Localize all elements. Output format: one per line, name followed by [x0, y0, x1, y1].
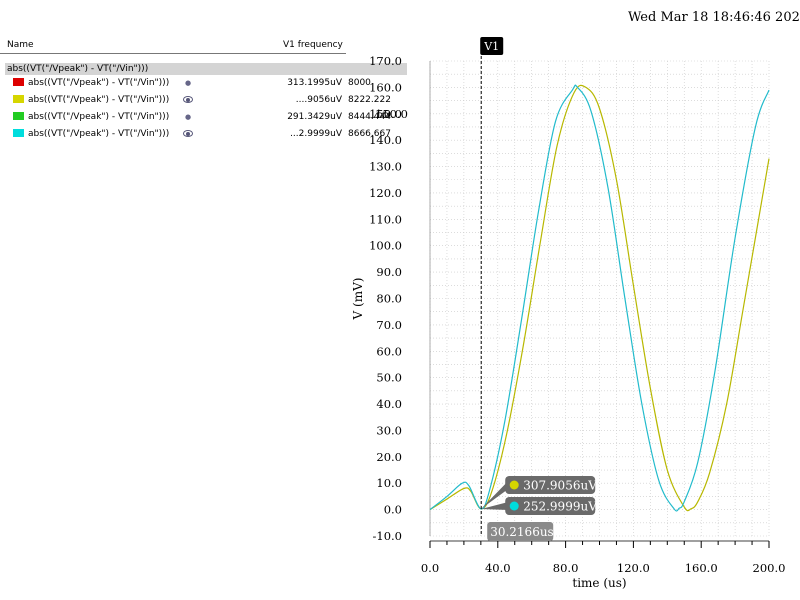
y-tick-label: 150.0 [369, 107, 402, 121]
cursor-x-readout: 30.2166us [490, 525, 554, 539]
cursor-tag-label: V1 [483, 40, 499, 53]
dot-icon[interactable]: ● [184, 113, 192, 121]
legend-row-frequency: 8222.222 [348, 95, 391, 105]
y-tick-label: 40.0 [376, 397, 402, 411]
legend-row-label: abs((VT("/Vpeak") - VT("/Vin"))) [28, 129, 170, 139]
eye-icon[interactable] [182, 127, 194, 141]
x-tick-label: 200.0 [753, 561, 786, 575]
marker-readout-value: 307.9056uV [523, 479, 597, 493]
dot-icon[interactable]: ● [184, 79, 192, 87]
y-tick-label: 0.0 [384, 503, 402, 517]
legend-row[interactable]: abs((VT("/Vpeak") - VT("/Vin"))) ● 313.199… [0, 76, 410, 90]
y-tick-label: 100.0 [369, 239, 402, 253]
y-tick-label: 130.0 [369, 160, 402, 174]
y-tick-label: 80.0 [376, 292, 402, 306]
x-tick-label: 160.0 [685, 561, 718, 575]
x-tick-label: 0.0 [421, 561, 439, 575]
x-tick-label: 120.0 [617, 561, 650, 575]
series-line [429, 84, 770, 512]
legend-row-frequency: 8444.444 [348, 112, 391, 122]
eye-icon[interactable] [182, 93, 194, 107]
y-axis-label: V (mV) [351, 278, 365, 321]
series-color-swatch [13, 129, 24, 137]
legend-row-label: abs((VT("/Vpeak") - VT("/Vin"))) [28, 95, 170, 105]
legend-name-header[interactable]: Name [7, 40, 34, 50]
legend-row[interactable]: abs((VT("/Vpeak") - VT("/Vin"))) ...2.999… [0, 127, 410, 141]
legend-row-label: abs((VT("/Vpeak") - VT("/Vin"))) [28, 78, 170, 88]
cursor-tag [480, 37, 504, 55]
chart-axes: -10.0 0.0 10.0 20.0 30.0 40.0 50.0 60.0 70.0 80.0… [351, 54, 785, 590]
x-axis-label: time (us) [572, 576, 626, 590]
legend-header: Name V1 frequency [0, 39, 346, 54]
series-color-swatch [13, 78, 24, 86]
marker-dot [509, 501, 519, 511]
legend-row[interactable]: abs((VT("/Vpeak") - VT("/Vin"))) ● 291.342… [0, 110, 410, 124]
legend-row-value: 313.1995uV [287, 78, 342, 88]
legend-value-header[interactable]: V1 frequency [283, 40, 343, 50]
y-tick-label: 20.0 [376, 450, 402, 464]
x-tick-label: 40.0 [485, 561, 511, 575]
chart-overlay: V1 30.2166us 307.9056uV 252.9999uV [480, 37, 597, 541]
y-tick-label: -10.0 [373, 529, 403, 543]
y-tick-label: 60.0 [376, 344, 402, 358]
legend-row-value: ...2.9999uV [290, 129, 342, 139]
marker-dot [509, 480, 519, 490]
y-tick-label: 150.0 [375, 107, 408, 121]
y-tick-label: 90.0 [376, 265, 402, 279]
y-tick-label: 170.0 [369, 54, 402, 68]
y-tick-label: 70.0 [376, 318, 402, 332]
marker-readout-value: 252.9999uV [523, 500, 597, 514]
y-tick-label: 50.0 [376, 371, 402, 385]
legend-row-frequency: 8000 [348, 78, 371, 88]
x-tick-label: 80.0 [553, 561, 579, 575]
marker-pointer [481, 481, 509, 509]
y-tick-label: 30.0 [376, 423, 402, 437]
legend-row[interactable]: abs((VT("/Vpeak") - VT("/Vin"))) ....9056… [0, 93, 410, 107]
y-tick-label: 140.0 [369, 133, 402, 147]
legend-group-label: abs((VT("/Vpeak") - VT("/Vin"))) [7, 64, 149, 74]
chart-grid [429, 60, 770, 537]
datetime-label: Wed Mar 18 18:46:46 2020 1 [628, 10, 800, 25]
marker-readout-box [505, 497, 596, 515]
legend-row-frequency: 8666.667 [348, 129, 391, 139]
y-tick-label: 10.0 [376, 476, 402, 490]
legend-row-label: abs((VT("/Vpeak") - VT("/Vin"))) [28, 112, 170, 122]
cursor-x-readout-box [487, 522, 554, 541]
y-tick-label: 120.0 [369, 186, 402, 200]
series-color-swatch [13, 95, 24, 103]
y-tick-label: 160.0 [369, 80, 402, 94]
legend-row-value: 291.3429uV [287, 112, 342, 122]
marker-pointer [481, 502, 509, 510]
marker-readout-box [505, 476, 596, 494]
y-tick-label: 110.0 [369, 212, 402, 226]
legend-group-row[interactable]: abs((VT("/Vpeak") - VT("/Vin"))) [5, 63, 407, 75]
legend-row-value: ....9056uV [295, 95, 342, 105]
series-color-swatch [13, 112, 24, 120]
